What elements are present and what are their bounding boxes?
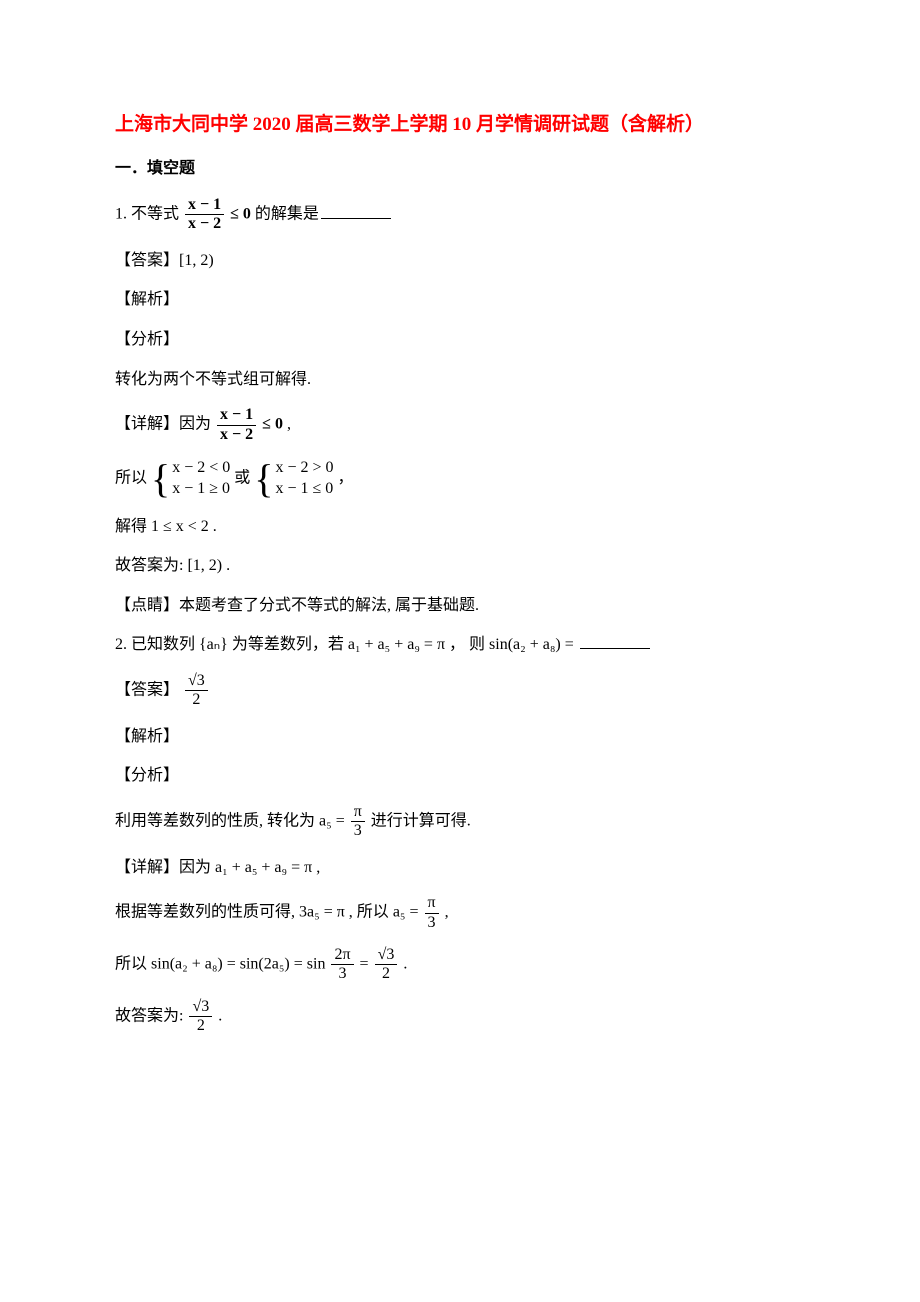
q1-prompt-prefix: 不等式 [131,206,179,223]
q2-gd-prefix: 故答案为: [115,1007,183,1024]
q1-g1-content: x − 2 < 0 x − 1 ≥ 0 [172,458,230,500]
q1-frac-den: x − 2 [185,215,224,233]
q2-l2-den: 3 [425,914,439,932]
q2-l3-frac2: √3 2 [375,946,398,984]
q1-number: 1. [115,206,127,223]
q1-xj-leq0: ≤ 0 [262,416,283,433]
q1-prompt-suffix: 的解集是 [255,206,319,223]
q1-answer-label: 【答案】 [115,252,179,269]
q2-ans-num: √3 [185,672,208,691]
q2-answer-line: 【答案】 √3 2 [115,672,805,710]
q1-answer-line: 【答案】[1, 2) [115,248,805,274]
q1-jiexi: 【解析】 [115,287,805,313]
brace-left-2: { [254,459,273,499]
q1-group1: { x − 2 < 0 x − 1 ≥ 0 [151,458,230,500]
q1-dj-label: 【点睛】 [115,597,179,614]
q2-line2: 根据等差数列的性质可得, 3a₅ = π , 所以 a₅ = π 3 , [115,894,805,932]
q1-g2-l1: x − 2 > 0 [275,458,333,479]
q2-line3: 所以 sin(a₂ + a₈) = sin(2a₅) = sin 2π 3 = … [115,946,805,984]
q2-l3-prefix: 所以 [115,956,147,973]
q2-answer-frac: √3 2 [185,672,208,710]
q1-g1-l1: x − 2 < 0 [172,458,230,479]
q1-dj-text: 本题考查了分式不等式的解法, 属于基础题. [179,597,479,614]
q2-gudaan: 故答案为: √3 2 . [115,998,805,1036]
q2-gd-num: √3 [189,998,212,1017]
q2-fenxi-eq-lhs: a₅ = [319,812,345,829]
q2-l2-mid: , 所以 [349,904,389,921]
q2-fenxi-prefix: 利用等差数列的性质, 转化为 [115,812,315,829]
q2-l3-f2-den: 2 [375,965,398,983]
q2-gd-frac: √3 2 [189,998,212,1036]
q2-l3-mid: = [360,956,369,973]
q2-jiexi: 【解析】 [115,724,805,750]
q1-leq0: ≤ 0 [230,206,251,223]
q2-fx-num: π [351,803,365,822]
q1-comma: ， [338,469,354,486]
q2-l3-period: . [403,956,407,973]
q1-g2-content: x − 2 > 0 x − 1 ≤ 0 [275,458,333,500]
q2-l3-f1-den: 3 [331,965,353,983]
q1-groups: 所以 { x − 2 < 0 x − 1 ≥ 0 或 { x − 2 > 0 x… [115,458,805,500]
brace-left-1: { [151,459,170,499]
q2-gd-den: 2 [189,1017,212,1035]
q1-xiangjie-label: 【详解】 [115,416,179,433]
q1-fenxi-text: 转化为两个不等式组可解得. [115,367,805,393]
q2-fenxi-label: 【分析】 [115,763,805,789]
q2-fenxi-frac: π 3 [351,803,365,841]
q2-l2-eq1: 3a₅ = π [299,904,345,921]
q2-prompt-text: 已知数列 {aₙ} 为等差数列，若 a₁ + a₅ + a₉ = π ， 则 s… [131,636,578,653]
q1-g2-l2: x − 1 ≤ 0 [275,479,333,500]
q2-xj-label: 【详解】 [115,859,179,876]
q2-ans-den: 2 [185,691,208,709]
q1-frac-num: x − 1 [185,196,224,215]
q2-blank [580,634,650,649]
q2-number: 2. [115,636,127,653]
page-container: 上海市大同中学 2020 届高三数学上学期 10 月学情调研试题（含解析） 一．… [0,0,920,1302]
q1-prompt: 1. 不等式 x − 1 x − 2 ≤ 0 的解集是 [115,196,805,234]
q2-fenxi-text: 利用等差数列的性质, 转化为 a₅ = π 3 进行计算可得. [115,803,805,841]
q1-fraction: x − 1 x − 2 [185,196,224,234]
q1-g1-l2: x − 1 ≥ 0 [172,479,230,500]
q2-xiangjie: 【详解】因为 a₁ + a₅ + a₉ = π , [115,855,805,881]
q2-prompt: 2. 已知数列 {aₙ} 为等差数列，若 a₁ + a₅ + a₉ = π ， … [115,632,805,658]
q1-xj-frac-den: x − 2 [217,426,256,444]
q1-group2: { x − 2 > 0 x − 1 ≤ 0 [254,458,333,500]
q1-or: 或 [234,469,250,486]
q2-l2-eq2-lhs: a₅ = [393,904,419,921]
q1-gudaan: 故答案为: [1, 2) . [115,553,805,579]
q1-blank [321,203,391,218]
section-header: 一．填空题 [115,156,805,182]
q2-xj-text: 因为 a₁ + a₅ + a₉ = π , [179,859,320,876]
q1-xj-frac-num: x − 1 [217,406,256,425]
q2-l2-prefix: 根据等差数列的性质可得, [115,904,295,921]
q2-fx-den: 3 [351,822,365,840]
q1-xiangjie: 【详解】因为 x − 1 x − 2 ≤ 0 , [115,406,805,444]
q1-jiede: 解得 1 ≤ x < 2 . [115,514,805,540]
q1-xiangjie-frac: x − 1 x − 2 [217,406,256,444]
q2-answer-label: 【答案】 [115,681,179,698]
q2-l3-lhs: sin(a₂ + a₈) = sin(2a₅) = sin [151,956,325,973]
q2-l3-frac1: 2π 3 [331,946,353,984]
q1-xiangjie-prefix: 因为 [179,416,211,433]
page-title: 上海市大同中学 2020 届高三数学上学期 10 月学情调研试题（含解析） [115,110,805,140]
q2-fenxi-suffix: 进行计算可得. [371,812,471,829]
q2-l3-f2-num: √3 [375,946,398,965]
q2-l2-num: π [425,894,439,913]
q1-dianjing: 【点睛】本题考查了分式不等式的解法, 属于基础题. [115,593,805,619]
q1-answer-value: [1, 2) [179,252,214,269]
q1-fenxi-label: 【分析】 [115,327,805,353]
q2-gd-period: . [218,1007,222,1024]
q2-l2-frac: π 3 [425,894,439,932]
q2-l3-f1-num: 2π [331,946,353,965]
q1-suoyi: 所以 [115,469,147,486]
